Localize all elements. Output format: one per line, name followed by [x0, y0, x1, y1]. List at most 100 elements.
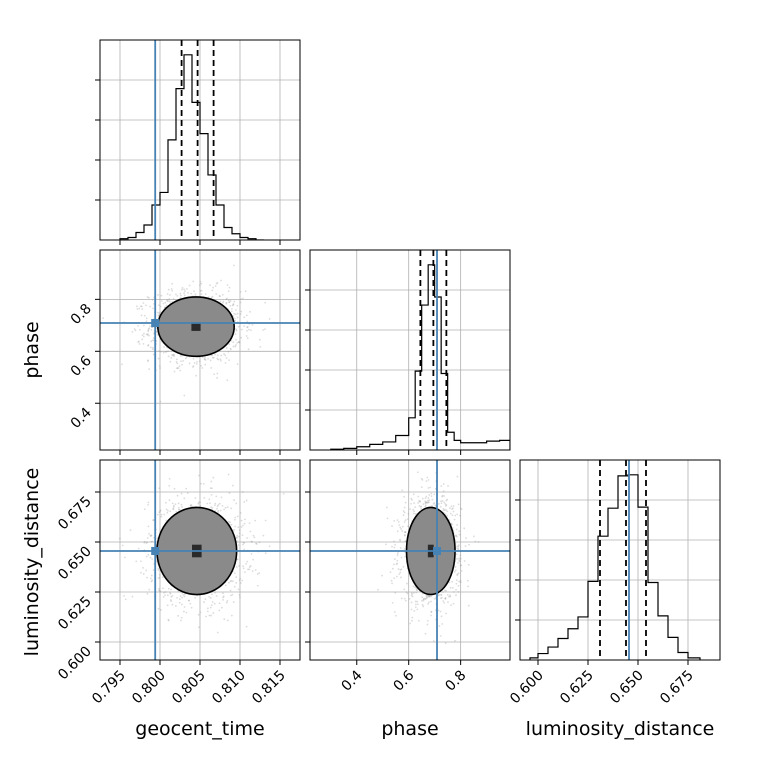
scatter-point [386, 517, 389, 520]
scatter-point [166, 511, 169, 514]
scatter-point [172, 298, 175, 300]
scatter-point [157, 314, 160, 317]
scatter-point [167, 618, 170, 621]
scatter-point [233, 499, 235, 501]
scatter-point [400, 556, 403, 559]
scatter-point [225, 357, 228, 359]
scatter-point [457, 544, 460, 547]
scatter-point [210, 604, 213, 607]
scatter-point [183, 394, 186, 397]
scatter-point [238, 341, 241, 344]
scatter-point [121, 363, 123, 366]
scatter-point [247, 348, 250, 351]
scatter-point [397, 520, 400, 523]
scatter-point [180, 492, 183, 495]
scatter-point [237, 526, 240, 529]
scatter-point [433, 597, 436, 600]
scatter-point [156, 513, 159, 516]
scatter-point [256, 573, 259, 575]
scatter-point [184, 357, 187, 360]
scatter-point [237, 341, 240, 343]
scatter-point [459, 564, 462, 567]
scatter-point [176, 294, 179, 297]
scatter-point [430, 495, 433, 498]
scatter-point [146, 592, 149, 595]
scatter-point [223, 508, 225, 511]
scatter-point [192, 280, 195, 283]
scatter-point [190, 292, 193, 295]
scatter-point [455, 534, 458, 537]
scatter-point [165, 304, 168, 307]
scatter-point [225, 347, 228, 349]
scatter-point [474, 540, 477, 543]
scatter-point [446, 594, 449, 596]
scatter-point [164, 301, 167, 304]
scatter-point [210, 493, 213, 496]
scatter-point [239, 313, 242, 316]
scatter-point [395, 614, 397, 617]
scatter-point [146, 333, 149, 335]
scatter-point [149, 577, 152, 580]
scatter-point [430, 600, 432, 603]
scatter-point [168, 484, 171, 487]
scatter-point [176, 494, 179, 497]
scatter-point [426, 596, 428, 599]
scatter-point [212, 612, 215, 614]
scatter-point [169, 592, 172, 595]
scatter-point [220, 496, 223, 499]
x-tick-label: 0.815 [249, 668, 289, 708]
scatter-point [212, 286, 215, 289]
scatter-point [404, 599, 407, 602]
scatter-point [209, 597, 212, 599]
scatter-point [445, 589, 448, 592]
scatter-point [164, 591, 167, 593]
scatter-point [457, 572, 460, 575]
scatter-point [442, 483, 445, 486]
scatter-point [458, 533, 461, 536]
scatter-point [237, 325, 240, 328]
scatter-point [404, 551, 407, 554]
scatter-point [238, 532, 241, 535]
scatter-point [446, 510, 449, 513]
scatter-point [424, 501, 427, 504]
scatter-point [220, 279, 222, 282]
scatter-point [239, 301, 242, 304]
scatter-point [204, 363, 207, 366]
scatter-point [177, 508, 180, 511]
scatter-point [234, 345, 237, 348]
scatter-point [151, 558, 154, 560]
scatter-point [413, 510, 415, 513]
scatter-point [428, 499, 431, 502]
scatter-point [448, 595, 450, 598]
scatter-point [148, 533, 150, 535]
scatter-point [177, 502, 180, 505]
scatter-point [396, 562, 398, 565]
scatter-point [430, 610, 433, 613]
scatter-point [102, 317, 105, 320]
scatter-point [169, 510, 172, 513]
scatter-point [152, 307, 155, 310]
scatter-point [162, 596, 165, 598]
scatter-point [442, 509, 445, 512]
scatter-point [425, 480, 428, 482]
scatter-point [235, 328, 238, 331]
scatter-point [222, 301, 224, 304]
scatter-point [463, 527, 466, 530]
scatter-point [455, 535, 458, 538]
density-peak [191, 322, 201, 331]
scatter-point [149, 534, 152, 537]
scatter-point [168, 478, 171, 480]
scatter-point [432, 640, 435, 642]
scatter-point [394, 543, 397, 546]
scatter-point [150, 340, 153, 343]
scatter-point [440, 500, 442, 503]
scatter-point [464, 545, 467, 548]
scatter-point [156, 333, 159, 336]
scatter-point [183, 595, 186, 598]
scatter-point [234, 319, 237, 322]
scatter-point [226, 506, 229, 509]
scatter-point [432, 502, 435, 505]
scatter-point [135, 305, 138, 308]
scatter-point [424, 502, 427, 505]
scatter-point [158, 365, 161, 367]
